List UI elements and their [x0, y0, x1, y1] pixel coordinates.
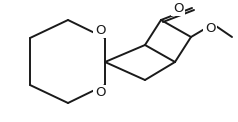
Text: O: O	[95, 24, 105, 36]
Text: O: O	[173, 1, 183, 15]
Text: O: O	[95, 86, 105, 100]
Text: O: O	[205, 21, 215, 35]
